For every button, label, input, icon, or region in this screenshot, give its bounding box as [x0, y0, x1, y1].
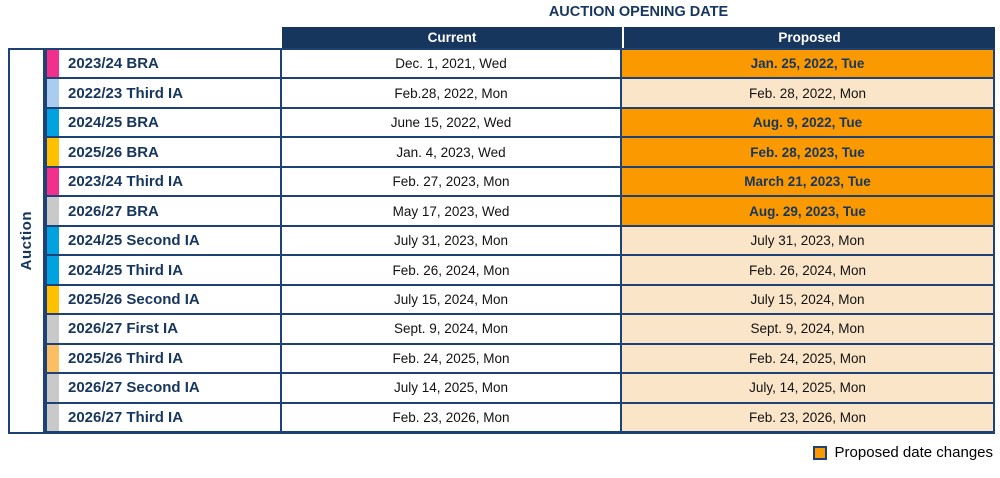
proposed-date-cell: Feb. 23, 2026, Mon — [622, 403, 993, 432]
auction-color-chip — [47, 315, 59, 343]
auction-color-chip — [47, 138, 59, 166]
figure-title: AUCTION OPENING DATE — [548, 4, 729, 20]
auction-name-cell: 2025/26 Third IA — [59, 344, 282, 373]
column-header-proposed: Proposed — [624, 27, 995, 48]
table-row: 2023/24 Third IA Feb. 27, 2023, Mon March … — [47, 167, 993, 198]
auction-name-cell: 2024/25 Second IA — [59, 226, 282, 255]
proposed-date-cell: Aug. 9, 2022, Tue — [622, 108, 993, 137]
proposed-date-cell: July 31, 2023, Mon — [622, 226, 993, 255]
auction-color-chip — [47, 50, 59, 78]
table-row: 2024/25 Second IA July 31, 2023, Mon July … — [47, 226, 993, 257]
current-date-cell: July 15, 2024, Mon — [282, 285, 622, 314]
schedule-table-body: 2023/24 BRA Dec. 1, 2021, Wed Jan. 25, 202… — [45, 48, 995, 434]
current-date-cell: Feb. 27, 2023, Mon — [282, 167, 622, 196]
proposed-date-cell: March 21, 2023, Tue — [622, 167, 993, 196]
legend: Proposed date changes — [812, 444, 993, 461]
table-row: 2023/24 BRA Dec. 1, 2021, Wed Jan. 25, 202… — [47, 50, 993, 80]
auction-color-chip — [47, 285, 59, 314]
auction-name-cell: 2023/24 Third IA — [59, 167, 282, 196]
auction-name-cell: 2026/27 BRA — [59, 197, 282, 225]
table-row: 2024/25 Third IA Feb. 26, 2024, Mon Feb. 2… — [47, 256, 993, 286]
current-date-cell: June 15, 2022, Wed — [282, 108, 622, 137]
table-row: 2025/26 Third IA Feb. 24, 2025, Mon Feb. 2… — [47, 344, 993, 375]
row-group-label-box: Auction — [8, 48, 45, 434]
current-date-cell: July 31, 2023, Mon — [282, 226, 622, 255]
current-date-cell: Jan. 4, 2023, Wed — [282, 138, 622, 166]
auction-color-chip — [47, 79, 59, 107]
auction-name-cell: 2026/27 Third IA — [59, 403, 282, 432]
proposed-date-cell: Sept. 9, 2024, Mon — [622, 315, 993, 343]
current-date-cell: Feb. 26, 2024, Mon — [282, 256, 622, 284]
auction-name-cell: 2026/27 Second IA — [59, 374, 282, 402]
table-row: 2022/23 Third IA Feb.28, 2022, Mon Feb. 28… — [47, 79, 993, 109]
table-row: 2026/27 BRA May 17, 2023, Wed Aug. 29, 202… — [47, 197, 993, 227]
row-group-label: Auction — [18, 211, 35, 271]
proposed-date-cell: Jan. 25, 2022, Tue — [622, 50, 993, 78]
table-row: 2025/26 Second IA July 15, 2024, Mon July … — [47, 285, 993, 316]
auction-name-cell: 2024/25 Third IA — [59, 256, 282, 284]
table-row: 2024/25 BRA June 15, 2022, Wed Aug. 9, 202… — [47, 108, 993, 139]
header-divider — [622, 27, 624, 48]
proposed-date-cell: July, 14, 2025, Mon — [622, 374, 993, 402]
current-date-cell: Sept. 9, 2024, Mon — [282, 315, 622, 343]
proposed-date-cell: Feb. 24, 2025, Mon — [622, 344, 993, 373]
proposed-date-cell: Feb. 28, 2022, Mon — [622, 79, 993, 107]
proposed-date-cell: July 15, 2024, Mon — [622, 285, 993, 314]
auction-name-cell: 2022/23 Third IA — [59, 79, 282, 107]
auction-name-cell: 2025/26 Second IA — [59, 285, 282, 314]
table-row: 2026/27 Second IA July 14, 2025, Mon July,… — [47, 374, 993, 404]
current-date-cell: Feb. 23, 2026, Mon — [282, 403, 622, 432]
auction-color-chip — [47, 167, 59, 196]
auction-name-cell: 2024/25 BRA — [59, 108, 282, 137]
auction-name-cell: 2023/24 BRA — [59, 50, 282, 78]
auction-color-chip — [47, 226, 59, 255]
proposed-date-cell: Feb. 26, 2024, Mon — [622, 256, 993, 284]
table-row: 2026/27 First IA Sept. 9, 2024, Mon Sept. … — [47, 315, 993, 345]
auction-color-chip — [47, 344, 59, 373]
column-header-current: Current — [282, 27, 622, 48]
current-date-cell: Feb.28, 2022, Mon — [282, 79, 622, 107]
auction-name-cell: 2026/27 First IA — [59, 315, 282, 343]
current-date-cell: Dec. 1, 2021, Wed — [282, 50, 622, 78]
current-date-cell: Feb. 24, 2025, Mon — [282, 344, 622, 373]
proposed-date-cell: Aug. 29, 2023, Tue — [622, 197, 993, 225]
table-header: Current Proposed — [282, 27, 995, 48]
auction-color-chip — [47, 197, 59, 225]
auction-color-chip — [47, 374, 59, 402]
current-date-cell: July 14, 2025, Mon — [282, 374, 622, 402]
auction-color-chip — [47, 256, 59, 284]
table-row: 2025/26 BRA Jan. 4, 2023, Wed Feb. 28, 202… — [47, 138, 993, 168]
auction-name-cell: 2025/26 BRA — [59, 138, 282, 166]
legend-label: Proposed date changes — [834, 444, 993, 461]
auction-color-chip — [47, 403, 59, 432]
auction-color-chip — [47, 108, 59, 137]
table-row: 2026/27 Third IA Feb. 23, 2026, Mon Feb. 2… — [47, 403, 993, 432]
current-date-cell: May 17, 2023, Wed — [282, 197, 622, 225]
proposed-date-cell: Feb. 28, 2023, Tue — [622, 138, 993, 166]
legend-orange-swatch — [812, 445, 827, 460]
